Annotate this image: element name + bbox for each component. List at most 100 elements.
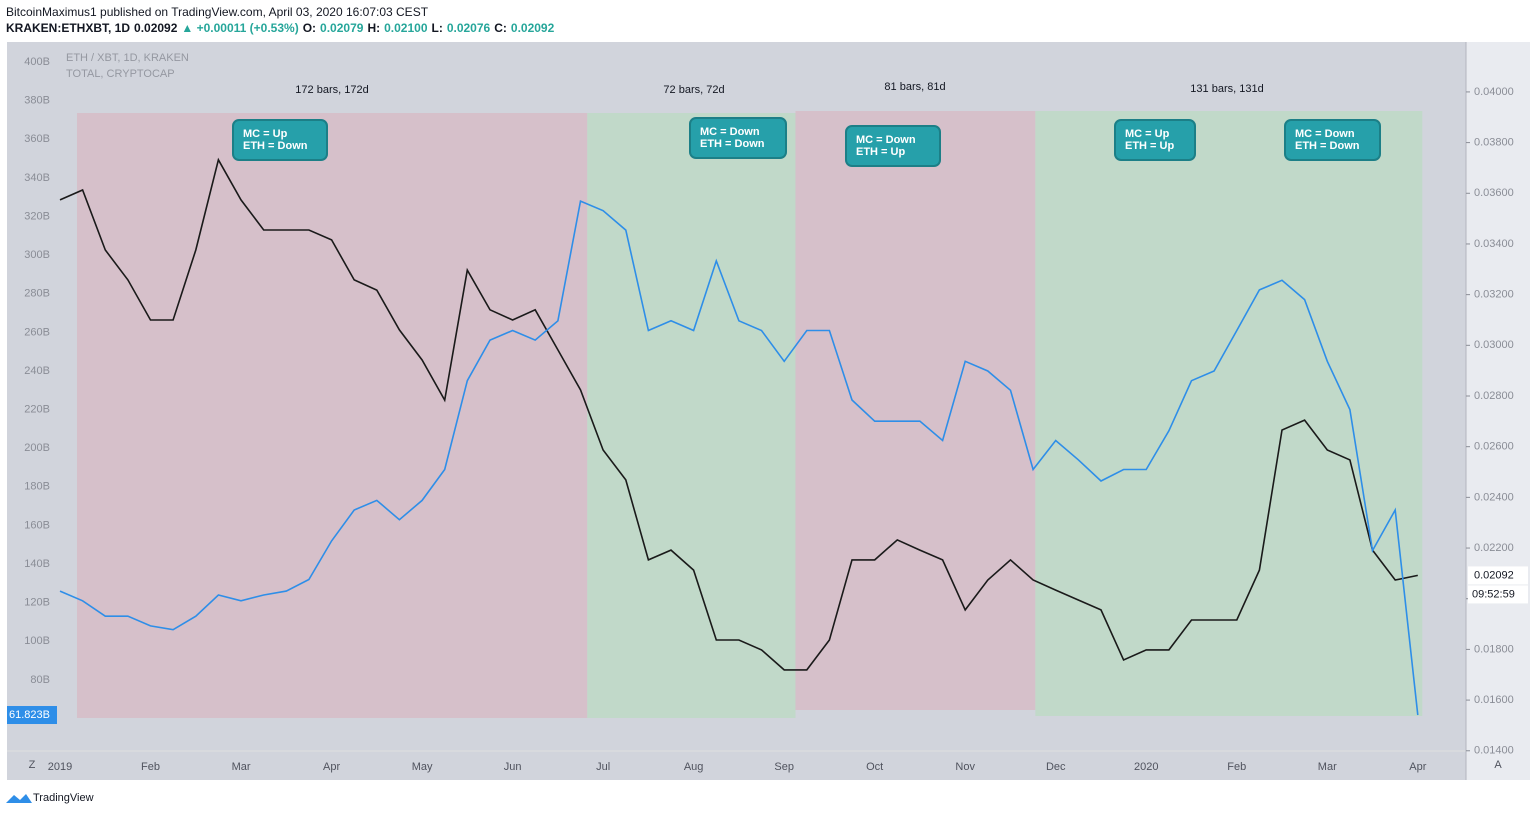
y2-tick-label: 0.03600 bbox=[1474, 187, 1514, 199]
time-axis bbox=[7, 752, 1466, 780]
x-tick-label: Oct bbox=[866, 761, 883, 773]
range-label: 81 bars, 81d bbox=[884, 81, 945, 93]
brand: TradingView bbox=[33, 792, 94, 804]
x-tick-label: 2019 bbox=[48, 761, 72, 773]
series-line bbox=[59, 157, 1418, 671]
x-tick-label: 2020 bbox=[1134, 761, 1158, 773]
y2-tick-label: 0.03200 bbox=[1474, 289, 1514, 301]
y-tick-label: 80B bbox=[30, 674, 50, 686]
y2-tick-label: 0.02200 bbox=[1474, 542, 1514, 554]
price-label-box bbox=[1468, 566, 1528, 585]
y-tick-label: 120B bbox=[24, 597, 50, 609]
callout-text: MC = Up bbox=[1125, 128, 1170, 140]
x-tick-label: Jun bbox=[504, 761, 522, 773]
x-tick-label: Nov bbox=[955, 761, 975, 773]
y2-tick-label: 0.03800 bbox=[1474, 137, 1514, 149]
callout-box bbox=[689, 117, 787, 159]
quote: KRAKEN:ETHXBT, 1D 0.02092 ▲ +0.00011 (+0.5… bbox=[6, 20, 558, 36]
chart-button[interactable]: Z bbox=[29, 759, 36, 771]
callout-text: MC = Down bbox=[1295, 128, 1355, 140]
price-label: 0.02092 bbox=[1474, 569, 1514, 581]
range-region bbox=[76, 113, 588, 718]
range-label: 131 bars, 131d bbox=[1190, 83, 1263, 95]
range-label: 72 bars, 72d bbox=[663, 84, 724, 96]
price-label: 61.823B bbox=[9, 709, 50, 721]
x-tick-label: Sep bbox=[774, 761, 794, 773]
y2-tick-label: 0.03400 bbox=[1474, 238, 1514, 250]
callout-box bbox=[845, 125, 941, 167]
range-region bbox=[587, 113, 796, 718]
x-tick-label: Mar bbox=[232, 761, 251, 773]
y-tick-label: 400B bbox=[24, 56, 50, 68]
callout-text: ETH = Down bbox=[700, 138, 765, 150]
y-tick-label: 380B bbox=[24, 95, 50, 107]
range-label: 172 bars, 172d bbox=[295, 84, 368, 96]
range-region bbox=[1035, 111, 1423, 716]
x-tick-label: Aug bbox=[684, 761, 704, 773]
callout-text: MC = Up bbox=[243, 128, 288, 140]
legend-entry: ETH / XBT, 1D, KRAKEN bbox=[66, 52, 189, 64]
callout-box bbox=[1284, 119, 1381, 161]
quote-part: L: bbox=[431, 21, 443, 35]
callout-text: ETH = Down bbox=[243, 140, 308, 152]
y2-tick-label: 0.04000 bbox=[1474, 86, 1514, 98]
callout-text: ETH = Up bbox=[1125, 140, 1174, 152]
quote-part: ▲ +0.00011 (+0.53%) bbox=[181, 21, 299, 35]
countdown-box bbox=[1468, 585, 1528, 604]
y-tick-label: 260B bbox=[24, 326, 50, 338]
callout-box bbox=[232, 119, 328, 161]
y-tick-label: 300B bbox=[24, 249, 50, 261]
y-tick-label: 200B bbox=[24, 442, 50, 454]
quote-part: 0.02092 bbox=[510, 21, 555, 35]
quote-part: O: bbox=[302, 21, 317, 35]
y-tick-label: 340B bbox=[24, 172, 50, 184]
callout-text: ETH = Up bbox=[856, 146, 905, 158]
y2-tick-label: 0.02600 bbox=[1474, 441, 1514, 453]
byline: BitcoinMaximus1 published on TradingView… bbox=[6, 5, 429, 19]
price-label-box bbox=[7, 706, 57, 725]
quote-part: KRAKEN:ETHXBT, 1D bbox=[6, 21, 131, 35]
y2-tick-label: 0.03000 bbox=[1474, 339, 1514, 351]
range-region bbox=[795, 111, 1036, 710]
y2-tick-label: 0.02400 bbox=[1474, 491, 1514, 503]
x-tick-label: May bbox=[412, 761, 433, 773]
quote-part: H: bbox=[367, 21, 381, 35]
y-tick-label: 160B bbox=[24, 519, 50, 531]
callout-text: ETH = Down bbox=[1295, 140, 1360, 152]
x-tick-label: Dec bbox=[1046, 761, 1066, 773]
series-line bbox=[59, 199, 1419, 716]
y2-tick-label: 0.02800 bbox=[1474, 390, 1514, 402]
y-tick-label: 100B bbox=[24, 635, 50, 647]
callout-text: MC = Down bbox=[856, 134, 916, 146]
y2-tick-label: 0.01800 bbox=[1474, 643, 1514, 655]
callout-box bbox=[1114, 119, 1196, 161]
x-tick-label: Feb bbox=[1227, 761, 1246, 773]
quote-part: C: bbox=[494, 21, 507, 35]
header: BitcoinMaximus1 published on TradingView… bbox=[6, 4, 558, 36]
quote-part: 0.02092 bbox=[134, 21, 178, 35]
countdown: 09:52:59 bbox=[1472, 588, 1515, 600]
y-tick-label: 180B bbox=[24, 481, 50, 493]
x-tick-label: Apr bbox=[323, 761, 340, 773]
y2-tick-label: 0.01400 bbox=[1474, 745, 1514, 757]
callout-text: MC = Down bbox=[700, 126, 760, 138]
y-tick-label: 280B bbox=[24, 288, 50, 300]
x-tick-label: Apr bbox=[1409, 761, 1426, 773]
quote-part: 0.02076 bbox=[446, 21, 491, 35]
quote-part: 0.02100 bbox=[384, 21, 428, 35]
y-tick-label: 240B bbox=[24, 365, 50, 377]
x-tick-label: Mar bbox=[1318, 761, 1337, 773]
y-tick-label: 140B bbox=[24, 558, 50, 570]
right-axis bbox=[1466, 42, 1530, 780]
x-tick-label: Feb bbox=[141, 761, 160, 773]
y-tick-label: 360B bbox=[24, 133, 50, 145]
legend-entry: TOTAL, CRYPTOCAP bbox=[66, 68, 175, 80]
x-tick-label: Jul bbox=[596, 761, 610, 773]
y-tick-label: 220B bbox=[24, 404, 50, 416]
quote-part: 0.02079 bbox=[320, 21, 364, 35]
y2-tick-label: 0.01600 bbox=[1474, 694, 1514, 706]
chart-button[interactable]: A bbox=[1494, 759, 1502, 771]
brand-logo bbox=[6, 794, 32, 803]
